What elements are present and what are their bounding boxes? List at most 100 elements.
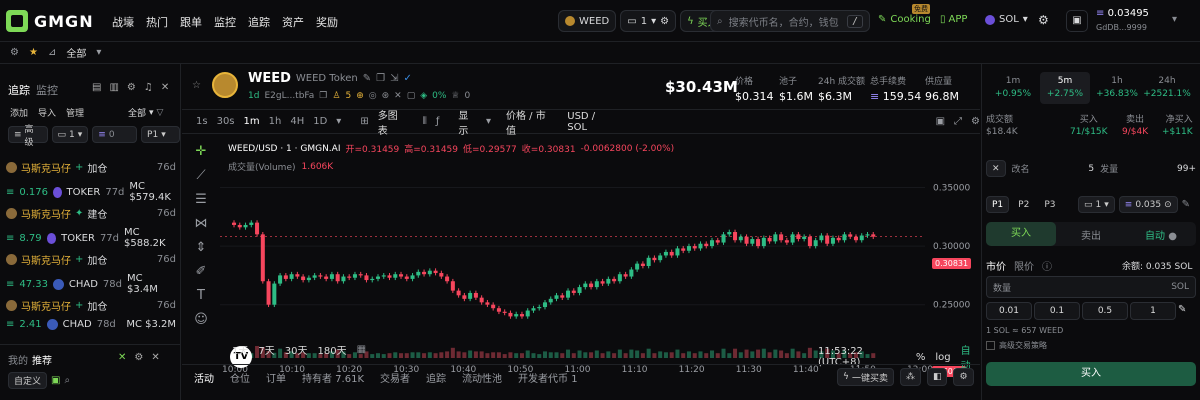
preset-select[interactable]: P1 ▾	[141, 126, 181, 143]
tab-liquidity[interactable]: 流动性池	[462, 374, 503, 385]
timeframe-1m[interactable]: 1m +0.95%	[994, 76, 1032, 99]
contract-address[interactable]: E2gL...tbFa	[264, 91, 315, 101]
logo[interactable]: GMGN	[6, 10, 94, 32]
gear-icon[interactable]: ⚙	[953, 368, 974, 386]
copy-icon[interactable]: ❐	[319, 91, 328, 101]
text-icon[interactable]: T	[197, 288, 205, 303]
range-7d[interactable]: 7天	[258, 346, 275, 357]
interval-1d[interactable]: 1D	[313, 116, 328, 127]
gear-icon[interactable]: ⚙	[971, 116, 981, 127]
interval-4h[interactable]: 4H	[290, 116, 305, 127]
close-icon[interactable]: ✕	[151, 352, 160, 363]
pattern-icon[interactable]: ⋈	[194, 216, 208, 231]
buy-tab[interactable]: 买入	[986, 222, 1056, 246]
sell-tab[interactable]: 卖出	[1081, 230, 1101, 242]
tab-orders[interactable]: 订单	[266, 374, 286, 385]
display-button[interactable]: 显示	[458, 110, 469, 137]
percent-toggle[interactable]: %	[915, 351, 926, 363]
search-icon[interactable]: ⌕	[64, 375, 71, 386]
close-icon[interactable]: ✕	[160, 82, 170, 93]
tab-tracking[interactable]: 追踪	[8, 84, 30, 97]
interval-30s[interactable]: 30s	[216, 116, 235, 127]
nav-item[interactable]: 战壕	[112, 16, 134, 29]
amount-option[interactable]: 0.1	[1034, 302, 1080, 320]
unit-toggle[interactable]: USD / SOL	[567, 110, 596, 133]
buy-button[interactable]: 买入	[986, 362, 1196, 386]
interval-1m[interactable]: 1m	[243, 116, 260, 127]
interval-1h[interactable]: 1h	[268, 116, 282, 127]
range-180d[interactable]: 180天	[317, 346, 347, 357]
nav-item[interactable]: 奖励	[316, 16, 338, 29]
advanced-strategy[interactable]: 高级交易策略	[986, 340, 1047, 351]
chevron-down-icon[interactable]: ▾	[336, 116, 342, 127]
edit-icon[interactable]: ✎	[362, 73, 372, 84]
timeframe-24h[interactable]: 24h +2521.1%	[1143, 76, 1191, 99]
share-icon[interactable]: ⁂	[899, 368, 921, 386]
x-icon[interactable]: ✕	[986, 160, 1006, 177]
multi-chart-button[interactable]: 多图表	[377, 110, 398, 137]
market-order-tab[interactable]: 市价	[986, 262, 1006, 273]
chart-icon[interactable]: ⊿	[47, 47, 57, 58]
gear-icon[interactable]: ⚙	[126, 82, 136, 93]
globe-icon[interactable]: ◎	[368, 91, 377, 101]
preset-p1[interactable]: P1	[986, 196, 1010, 213]
price-mc-toggle[interactable]: 价格 / 市值	[505, 110, 546, 137]
price-chart[interactable]: 0.35000 0.30000 0.25000 10:00 10:10 10:20 10:3…	[220, 134, 980, 379]
app-link[interactable]: ▯ APP	[940, 14, 968, 25]
wallet-icon[interactable]: ▣	[1066, 10, 1088, 32]
brush-icon[interactable]: ✐	[195, 264, 207, 279]
amount-option[interactable]: 0.01	[986, 302, 1032, 320]
filter-all[interactable]: 全部	[66, 49, 87, 60]
auto-toggle[interactable]: 自动	[960, 346, 971, 372]
gear-icon[interactable]: ⚙	[134, 352, 144, 363]
preset-p2[interactable]: P2	[1018, 199, 1030, 210]
twitter-icon[interactable]: ✕	[394, 91, 402, 101]
list-item[interactable]: 马斯克马仔 + 加仓 76d ≡ 47.33 CHAD 78d MC $3.4M	[6, 254, 176, 295]
edit-icon[interactable]: ✎	[1181, 199, 1191, 210]
tab-mine[interactable]: 我的	[8, 356, 28, 367]
import-button[interactable]: 导入	[38, 109, 57, 119]
emoji-icon[interactable]: ☺	[194, 312, 208, 327]
trendline-icon[interactable]: ⟋	[196, 168, 206, 183]
layout-icon[interactable]: ▥	[109, 82, 119, 93]
tab-activity[interactable]: 活动	[194, 374, 214, 385]
nav-item[interactable]: 跟单	[180, 16, 202, 29]
web-icon[interactable]: ⊛	[381, 91, 390, 101]
settings-icon[interactable]: ⚙	[1038, 13, 1049, 27]
range-30d[interactable]: 30天	[284, 346, 308, 357]
token-pill[interactable]: WEED	[558, 10, 617, 32]
nav-item[interactable]: 资产	[282, 16, 304, 29]
limit-order-tab[interactable]: 限价	[1014, 262, 1034, 273]
fx-icon[interactable]: ƒ	[435, 116, 440, 127]
measure-icon[interactable]: ⇕	[195, 240, 207, 255]
checkbox[interactable]	[986, 341, 995, 350]
auto-tab[interactable]: 自动 ●	[1145, 230, 1177, 242]
range-1d[interactable]: 1天	[232, 346, 249, 357]
bell-icon[interactable]: ♫	[143, 82, 153, 93]
mute-icon[interactable]: ✕	[118, 352, 127, 363]
cooking-link[interactable]: ✎ Cooking	[878, 14, 931, 25]
search-input[interactable]: ⌕ 搜索代币名，合约，钱包 /	[710, 10, 870, 32]
chain-select[interactable]: SOL ▾	[985, 14, 1028, 25]
edit-icon[interactable]: ✎	[1178, 304, 1187, 315]
advanced-filter[interactable]: ≡ 高级	[8, 125, 48, 148]
tag-icon[interactable]: ▣	[51, 375, 61, 386]
wallet-select[interactable]: ▭ 1 ▾ ⚙	[620, 10, 677, 32]
crosshair-icon[interactable]: ✛	[195, 144, 207, 159]
tab-holders[interactable]: 持有者 7.61K	[302, 374, 365, 385]
layout-icon[interactable]: ▤	[92, 82, 102, 93]
manage-button[interactable]: 管理	[66, 109, 85, 119]
tab-positions[interactable]: 仓位	[230, 374, 250, 385]
fullscreen-icon[interactable]: ⤢	[954, 116, 963, 127]
amount-option[interactable]: 1	[1130, 302, 1176, 320]
wallet-select[interactable]: ▭ 1 ▾	[1078, 196, 1115, 213]
nav-item[interactable]: 热门	[146, 16, 168, 29]
camera-icon[interactable]: ▢	[406, 91, 416, 101]
calendar-icon[interactable]: ▦	[356, 344, 367, 355]
tab-dev-tokens[interactable]: 开发者代币 1	[518, 374, 578, 385]
camera-icon[interactable]: ▣	[935, 116, 946, 127]
list-item[interactable]: 马斯克马仔 + 加仓 76d ≡ 2.41 CHAD 78d MC $3.2M	[6, 300, 176, 330]
custom-button[interactable]: 自定义	[8, 372, 48, 389]
tab-monitor[interactable]: 监控	[36, 84, 58, 97]
interval-1s[interactable]: 1s	[196, 116, 208, 127]
